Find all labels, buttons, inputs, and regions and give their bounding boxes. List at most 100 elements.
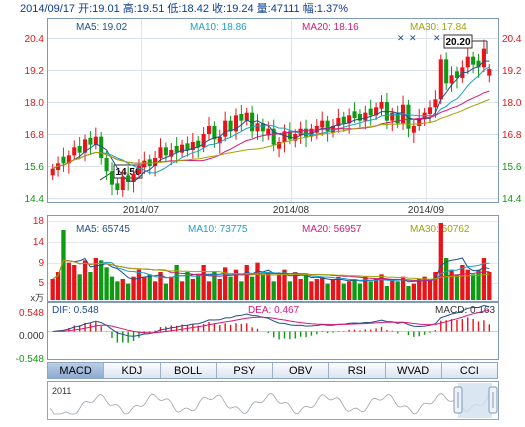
candle-body (244, 112, 249, 121)
ma30-line (52, 98, 490, 170)
time-navigator[interactable]: 2011 (47, 381, 499, 420)
volume-bar (115, 281, 120, 300)
candle-body (190, 142, 195, 150)
tab-cci[interactable]: CCI (441, 363, 497, 378)
volume-bar (336, 276, 341, 300)
dea-label: DEA: 0.467 (248, 305, 300, 316)
volume-ma5-line (52, 257, 490, 283)
volume-bar (239, 281, 244, 300)
volume-bar (487, 272, 492, 300)
volume-bar (50, 279, 55, 300)
price-tick-left: 19.2 (25, 66, 45, 77)
candle-body (287, 131, 292, 140)
candle-body (212, 126, 217, 140)
volume-bar (357, 283, 363, 300)
volume-bar (363, 276, 368, 300)
candle-body (471, 56, 476, 65)
volume-ma30-line (52, 259, 490, 280)
volume-bar (169, 276, 174, 300)
volume-bar (136, 269, 142, 300)
candle-body (266, 128, 271, 136)
price-tick-left: 15.6 (25, 162, 45, 173)
macd-panel-frame (47, 302, 499, 360)
navigator-year-label: 2011 (52, 386, 71, 396)
volume-bar (206, 281, 212, 300)
tab-rsi[interactable]: RSI (329, 363, 386, 378)
tab-macd[interactable]: MACD (48, 363, 105, 378)
tab-obv[interactable]: OBV (273, 363, 330, 378)
volume-panel-frame (47, 215, 499, 302)
vol-tick: 5 (38, 278, 44, 289)
candle-body (72, 147, 77, 156)
volume-bar (217, 279, 222, 300)
candle-body (444, 59, 449, 84)
volume-bar (384, 286, 390, 300)
tab-psy[interactable]: PSY (216, 363, 273, 378)
price-tick-right: 16.8 (502, 130, 522, 141)
volume-bar (190, 279, 195, 300)
navigator-selection[interactable] (458, 383, 492, 418)
volume-bar (131, 276, 136, 300)
candle-body (427, 107, 433, 114)
candle-body (99, 136, 104, 158)
volume-bar (352, 279, 357, 300)
volume-bar (427, 279, 433, 300)
high-price-label: 20.20 (445, 37, 470, 48)
ma10-line (52, 66, 490, 174)
moving-average-lines (52, 60, 490, 183)
tab-kdj[interactable]: KDJ (104, 363, 161, 378)
event-marker-icon: ✕ (409, 33, 417, 43)
candle-body (206, 126, 212, 134)
candle-body (217, 136, 222, 144)
candle-body (255, 123, 260, 132)
volume-bar (298, 279, 303, 300)
volume-bar (266, 272, 271, 300)
vol-tick: 14 (33, 237, 45, 248)
tab-wvad[interactable]: WVAD (385, 363, 442, 378)
candlestick-series (50, 39, 492, 197)
volume-bar (158, 272, 163, 300)
candle-body (363, 112, 368, 121)
candle-body (126, 175, 131, 182)
volume-bar (293, 272, 298, 300)
candle-body (104, 158, 109, 172)
dif-label: DIF: 0.548 (52, 305, 99, 316)
event-marker-icon: ✕ (433, 33, 441, 43)
macd-tick: -0.548 (16, 354, 45, 365)
volume-bar (379, 274, 384, 300)
ma5-line (52, 60, 490, 183)
volume-bar (196, 274, 201, 300)
candle-body (303, 128, 309, 137)
volume-bar (163, 283, 169, 300)
candle-body (293, 134, 298, 141)
price-tick-right: 19.2 (502, 66, 522, 77)
candle-body (465, 56, 470, 68)
volume-bar (249, 276, 255, 300)
candle-body (417, 118, 422, 126)
candle-body (438, 59, 443, 100)
macd-tick: 0.548 (19, 308, 44, 319)
macd-label: MACD: 0.163 (435, 305, 495, 316)
candle-body (271, 128, 276, 145)
event-markers: ✕ ✕ ✕ (397, 33, 441, 43)
volume-bar (309, 281, 314, 300)
candle-body (56, 163, 61, 170)
candle-body (153, 158, 158, 166)
volume-bar (244, 265, 249, 300)
volume-bar (347, 281, 352, 300)
candle-body (282, 131, 287, 142)
volume-bar (325, 283, 330, 300)
volume-bar (152, 281, 158, 300)
volume-bar (61, 230, 66, 300)
vol-unit: x万 (30, 293, 44, 303)
volume-bar (55, 272, 61, 300)
tab-boll[interactable]: BOLL (160, 363, 217, 378)
candle-body (325, 120, 330, 132)
volume-bar (66, 262, 72, 300)
volume-bar (228, 276, 233, 300)
macd-legend: DIF: 0.548 DEA: 0.467 MACD: 0.163 (52, 305, 495, 316)
candle-body (406, 104, 411, 129)
candle-body (239, 114, 244, 121)
candle-body (223, 120, 228, 137)
